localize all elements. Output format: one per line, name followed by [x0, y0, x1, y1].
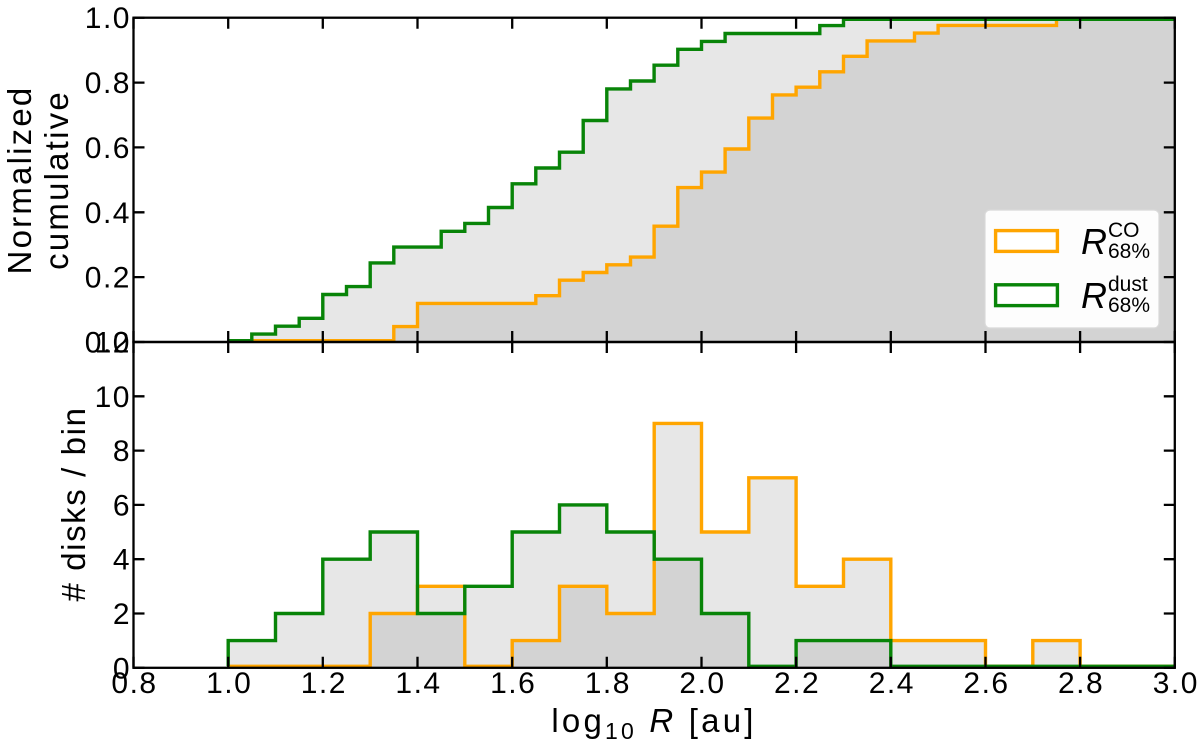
- svg-text:10: 10: [95, 381, 131, 414]
- svg-text:0.8: 0.8: [85, 67, 131, 100]
- svg-text:0.2: 0.2: [85, 262, 131, 295]
- svg-text:2.4: 2.4: [869, 667, 915, 700]
- svg-text:1.8: 1.8: [585, 667, 631, 700]
- svg-text:dust: dust: [1108, 273, 1148, 296]
- svg-text:2.2: 2.2: [774, 667, 820, 700]
- svg-text:3.0: 3.0: [1153, 667, 1199, 700]
- svg-text:12: 12: [95, 327, 131, 360]
- svg-text:2: 2: [113, 598, 131, 631]
- svg-text:4: 4: [113, 544, 131, 577]
- svg-text:R: R: [1081, 221, 1107, 262]
- svg-text:2.0: 2.0: [679, 667, 725, 700]
- svg-text:0.4: 0.4: [85, 197, 131, 230]
- svg-text:0.8: 0.8: [111, 667, 157, 700]
- svg-text:2.6: 2.6: [963, 667, 1009, 700]
- svg-text:1.6: 1.6: [490, 667, 536, 700]
- svg-text:1.0: 1.0: [206, 667, 252, 700]
- svg-text:R: R: [1081, 275, 1107, 316]
- svg-text:6: 6: [113, 489, 131, 522]
- svg-text:Normalized: Normalized: [1, 86, 38, 275]
- svg-text:log10 R [au]: log10 R [au]: [551, 702, 756, 744]
- svg-text:0: 0: [113, 652, 131, 685]
- svg-text:8: 8: [113, 435, 131, 468]
- svg-text:68%: 68%: [1108, 294, 1150, 317]
- svg-text:cumulative: cumulative: [38, 90, 75, 270]
- svg-text:0.6: 0.6: [85, 132, 131, 165]
- svg-text:1.2: 1.2: [301, 667, 347, 700]
- svg-text:# disks / bin: # disks / bin: [55, 406, 92, 601]
- svg-text:1.4: 1.4: [395, 667, 441, 700]
- svg-text:0.0: 0.0: [85, 327, 131, 360]
- svg-text:68%: 68%: [1108, 240, 1150, 263]
- svg-text:1.0: 1.0: [85, 2, 131, 35]
- svg-text:CO: CO: [1108, 219, 1140, 242]
- svg-text:2.8: 2.8: [1058, 667, 1104, 700]
